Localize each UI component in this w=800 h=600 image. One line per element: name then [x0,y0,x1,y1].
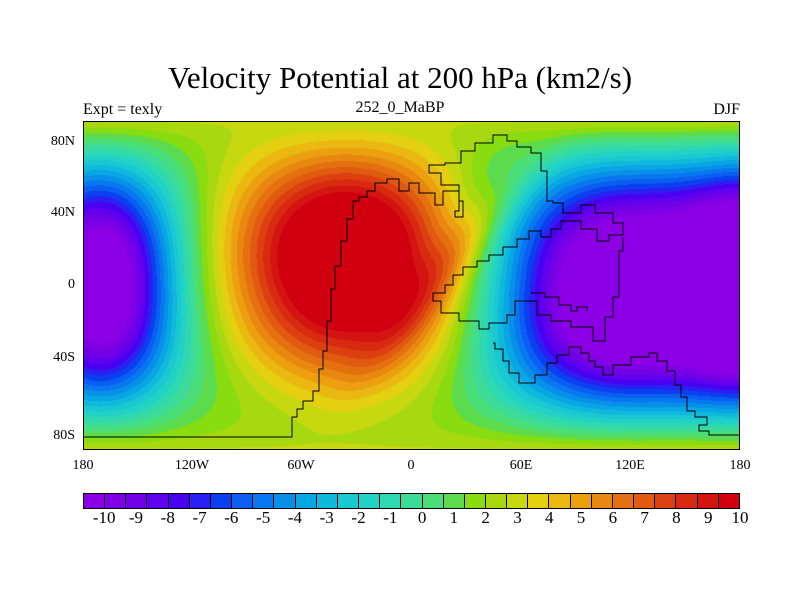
y-tick-label: 0 [68,277,75,292]
colorbar-label: 7 [640,508,649,527]
chart-title: Velocity Potential at 200 hPa (km2/s) [167,60,633,95]
colorbar-swatch [676,493,698,509]
map-plot-area [83,121,740,450]
colorbar-label: -1 [383,508,398,527]
colorbar-swatch [422,493,444,509]
colorbar-label: 8 [672,508,681,527]
colorbar-swatch [528,493,550,509]
colorbar-swatch [126,493,148,509]
colorbar-swatch [232,493,254,509]
colorbar-swatch [316,493,338,509]
y-tick-label: 40S [53,350,75,365]
colorbar-swatch [401,493,423,509]
colorbar-swatch [295,493,317,509]
season-label: DJF [713,101,740,118]
x-tick-label: 180 [729,458,751,473]
colorbar-swatch [274,493,296,509]
colorbar-label: -9 [128,508,144,527]
velocity-potential-field [83,121,740,450]
colorbar-label: -7 [192,508,207,527]
colorbar-swatch [549,493,571,509]
colorbar-swatch [147,493,169,509]
colorbar-swatch [591,493,613,509]
colorbar-swatch [337,493,360,509]
period-label: 252_0_MaBP [355,99,445,116]
experiment-label: Expt = texly [83,101,163,118]
colorbar [83,493,740,509]
colorbar-swatch [570,493,592,509]
colorbar-swatch [612,493,635,509]
x-tick-label: 60W [287,458,315,473]
colorbar-swatch [380,493,402,509]
colorbar-swatch [697,493,719,509]
colorbar-label: 9 [703,508,713,527]
colorbar-label: 6 [608,508,618,527]
colorbar-label: 2 [481,508,490,527]
colorbar-label: 10 [731,508,749,527]
colorbar-swatch [485,493,508,509]
y-tick-label: 80S [53,428,75,443]
colorbar-swatch [189,493,211,509]
colorbar-swatch [253,493,275,509]
colorbar-label: -4 [287,508,302,527]
colorbar-swatch [464,493,486,509]
x-tick-label: 120W [174,458,210,473]
colorbar-label: 1 [449,508,459,527]
x-tick-label: 180 [72,458,94,473]
colorbar-label: 5 [576,508,586,527]
colorbar-label: -3 [319,508,334,527]
colorbar-swatch [718,493,740,509]
colorbar-swatch [83,493,106,509]
colorbar-label: -10 [92,508,116,527]
x-tick-label: 120E [615,458,645,473]
x-tick-label: 60E [509,458,533,473]
colorbar-swatch [168,493,190,509]
colorbar-swatch [507,493,529,509]
colorbar-swatch [210,493,233,509]
colorbar-label: -6 [224,508,239,527]
continent-outline [83,134,740,438]
colorbar-swatch [634,493,656,509]
colorbar-swatch [655,493,677,509]
colorbar-label: -8 [160,508,175,527]
colorbar-swatch [359,493,381,509]
colorbar-swatch [443,493,465,509]
colorbar-label: 4 [545,508,554,527]
colorbar-swatch [105,493,127,509]
colorbar-label: 3 [513,508,522,527]
colorbar-label: -5 [256,508,271,527]
y-tick-label: 80N [50,134,75,149]
x-tick-label: 0 [407,458,415,473]
colorbar-label: -2 [351,508,366,527]
colorbar-label: 0 [417,508,427,527]
y-tick-label: 40N [50,205,75,220]
